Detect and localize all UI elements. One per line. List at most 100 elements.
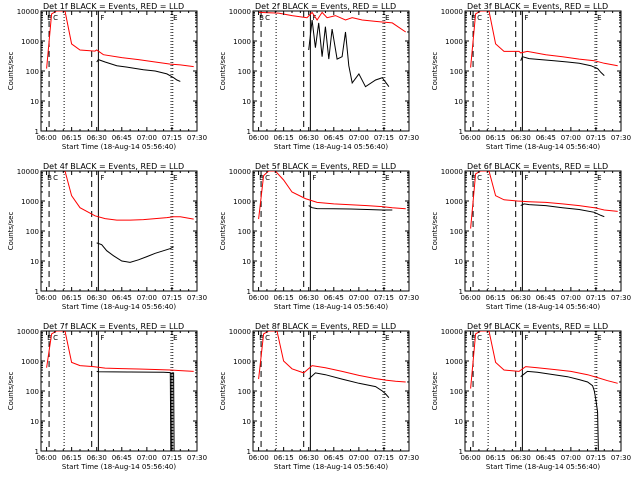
interval-marker-label: C <box>477 334 482 342</box>
series-line-lld <box>258 171 406 220</box>
x-tick-label: 06:45 <box>324 294 344 302</box>
interval-marker-label: E <box>597 14 601 22</box>
x-tick-label: 07:15 <box>586 294 606 302</box>
x-tick-label: 07:00 <box>561 454 581 462</box>
series-line-lld <box>470 11 618 68</box>
x-tick-label: 07:15 <box>374 454 394 462</box>
interval-marker-label: F <box>312 14 316 22</box>
x-tick-label: 06:00 <box>460 134 480 142</box>
y-tick-label: 100 <box>238 228 251 236</box>
y-tick-label: 10000 <box>17 168 39 176</box>
x-tick-label: 07:15 <box>162 134 182 142</box>
interval-marker-label: B <box>471 14 476 22</box>
interval-marker-label: F <box>312 334 316 342</box>
series-line-events <box>520 370 599 451</box>
panel-title: Det 8f BLACK = Events, RED = LLD <box>255 322 396 331</box>
y-tick-label: 1000 <box>21 198 39 206</box>
x-tick-label: 06:45 <box>112 134 132 142</box>
y-tick-label: 1000 <box>21 358 39 366</box>
x-tick-label: 07:30 <box>611 134 631 142</box>
y-tick-label: 10 <box>454 418 463 426</box>
y-tick-label: 1 <box>35 128 39 136</box>
interval-marker-label: E <box>173 174 177 182</box>
y-tick-label: 1000 <box>233 358 251 366</box>
x-tick-label: 06:45 <box>536 294 556 302</box>
panel-title: Det 4f BLACK = Events, RED = LLD <box>43 162 184 171</box>
y-tick-label: 10 <box>454 258 463 266</box>
panel-2: Det 2f BLACK = Events, RED = LLD B C F E 1 10 1… <box>219 2 419 151</box>
interval-marker-label: F <box>100 14 104 22</box>
x-axis-label: Start Time (18-Aug-14 05:56:40) <box>62 143 176 151</box>
series-line-events <box>308 19 390 88</box>
x-tick-label: 07:30 <box>399 134 419 142</box>
x-tick-label: 07:00 <box>137 294 157 302</box>
x-tick-label: 06:00 <box>248 454 268 462</box>
x-tick-label: 07:00 <box>137 134 157 142</box>
x-tick-label: 06:30 <box>299 134 319 142</box>
x-tick-label: 07:30 <box>187 454 207 462</box>
y-tick-label: 1000 <box>445 38 463 46</box>
series-line-lld <box>470 171 618 229</box>
interval-marker-label: B <box>47 14 52 22</box>
x-axis-label: Start Time (18-Aug-14 05:56:40) <box>274 463 388 471</box>
x-tick-label: 06:15 <box>274 294 294 302</box>
interval-marker-label: B <box>259 174 264 182</box>
x-tick-label: 07:00 <box>349 294 369 302</box>
y-tick-label: 10 <box>242 418 251 426</box>
x-tick-label: 07:30 <box>611 454 631 462</box>
interval-marker-label: B <box>259 334 264 342</box>
x-tick-label: 06:15 <box>274 134 294 142</box>
x-tick-label: 06:30 <box>299 454 319 462</box>
interval-marker-label: C <box>477 174 482 182</box>
y-tick-label: 10 <box>30 418 39 426</box>
x-tick-label: 07:15 <box>162 294 182 302</box>
y-tick-label: 1000 <box>233 38 251 46</box>
y-axis-label: Counts/sec <box>219 212 227 251</box>
x-tick-label: 07:15 <box>162 454 182 462</box>
interval-marker-label: B <box>471 174 476 182</box>
panel-9: Det 9f BLACK = Events, RED = LLD B C F E 1 10 1… <box>431 322 631 471</box>
y-tick-label: 1 <box>459 128 463 136</box>
series-line-lld <box>46 331 194 372</box>
interval-marker-label: F <box>100 174 104 182</box>
x-tick-label: 06:45 <box>112 294 132 302</box>
interval-marker-label: E <box>385 14 389 22</box>
x-tick-label: 07:00 <box>349 454 369 462</box>
x-tick-label: 07:30 <box>399 454 419 462</box>
panel-title: Det 7f BLACK = Events, RED = LLD <box>43 322 184 331</box>
y-tick-label: 100 <box>238 388 251 396</box>
y-tick-label: 10000 <box>229 168 251 176</box>
panel-5: Det 5f BLACK = Events, RED = LLD B C F E 1 10 1… <box>219 162 419 311</box>
x-tick-label: 06:30 <box>87 294 107 302</box>
panel-4: Det 4f BLACK = Events, RED = LLD B C F E 1 10 1… <box>7 162 207 311</box>
x-tick-label: 06:00 <box>36 134 56 142</box>
y-tick-label: 1 <box>459 288 463 296</box>
y-tick-label: 1 <box>35 448 39 456</box>
y-tick-label: 1 <box>35 288 39 296</box>
y-tick-label: 1000 <box>445 198 463 206</box>
series-line-lld <box>258 331 406 383</box>
interval-marker-label: C <box>53 174 58 182</box>
x-tick-label: 06:15 <box>486 134 506 142</box>
panel-title: Det 1f BLACK = Events, RED = LLD <box>43 2 184 11</box>
x-tick-label: 06:15 <box>62 294 82 302</box>
y-tick-label: 1000 <box>21 38 39 46</box>
x-tick-label: 06:15 <box>486 454 506 462</box>
x-tick-label: 06:30 <box>511 134 531 142</box>
y-tick-label: 10 <box>242 258 251 266</box>
x-axis-label: Start Time (18-Aug-14 05:56:40) <box>486 143 600 151</box>
x-tick-label: 07:30 <box>187 294 207 302</box>
interval-marker-label: C <box>53 334 58 342</box>
series-line-lld <box>470 331 618 389</box>
y-tick-label: 1 <box>247 448 251 456</box>
y-axis-label: Counts/sec <box>7 212 15 251</box>
interval-marker-label: B <box>259 14 264 22</box>
x-tick-label: 07:15 <box>586 134 606 142</box>
y-tick-label: 10 <box>30 98 39 106</box>
